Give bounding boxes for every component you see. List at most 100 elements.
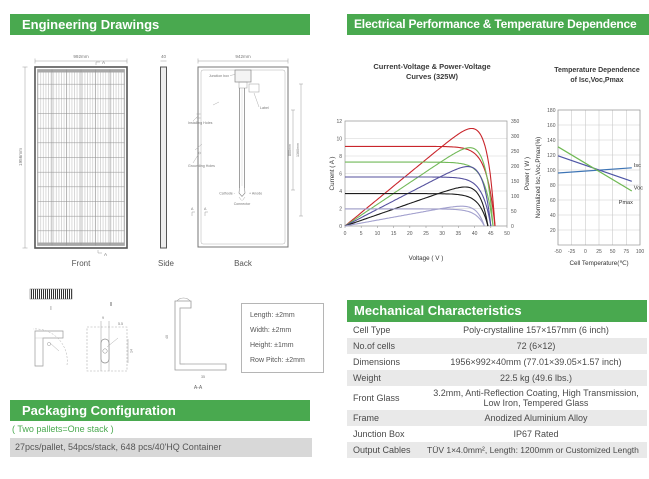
tolerance-row-pitch: Row Pitch: ±2mm (250, 357, 305, 364)
svg-text:100: 100 (511, 194, 520, 200)
svg-text:200: 200 (511, 164, 520, 170)
row-value: 3.2mm, Anti-Reflection Coating, High Tra… (433, 388, 639, 408)
row-value: 22.5 kg (49.6 lbs.) (499, 373, 573, 383)
mounting-slot-detail: II 9 5.5 14 (86, 302, 134, 372)
row-value: 72 (6×12) (516, 341, 556, 351)
row-label: Cell Type (353, 325, 391, 335)
electrical-performance-header: Electrical Performance & Temperature Dep… (347, 14, 649, 35)
row-label: Output Cables (353, 445, 411, 455)
label-callout: Label (260, 106, 269, 110)
profile-base-dim: 35 (201, 375, 205, 379)
svg-text:25: 25 (423, 231, 429, 237)
row-value: Anodized Aluminium Alloy (484, 413, 588, 423)
temp-x-axis-label: Cell Temperature(℃) (569, 260, 628, 267)
table-row: Weight 22.5 kg (49.6 lbs.) (347, 370, 647, 386)
slot-offset-dim: 5.5 (118, 322, 123, 326)
tolerance-box: Length: ±2mm Width: ±2mm Height: ±1mm Ro… (241, 303, 324, 373)
packaging-configuration-header: Packaging Configuration (10, 400, 310, 421)
table-row: Dimensions 1956×992×40mm (77.01×39.05×1.5… (347, 354, 647, 370)
svg-text:10: 10 (336, 136, 342, 142)
slot-width-dim: 9 (102, 316, 104, 320)
packaging-row: 27pcs/pallet, 54pcs/stack, 648 pcs/40'HQ… (10, 438, 312, 457)
svg-text:0: 0 (511, 224, 514, 230)
svg-text:30: 30 (439, 231, 445, 237)
connector-label: Connector (234, 202, 251, 206)
table-row: Junction Box IP67 Rated (347, 426, 647, 442)
svg-text:12: 12 (336, 119, 342, 125)
mechanical-characteristics-header: Mechanical Characteristics (347, 300, 647, 322)
pv-curve-lavender (344, 205, 485, 227)
iv-y2-axis-label: Power ( W ) (524, 157, 531, 190)
iv-curve-black (345, 193, 489, 227)
iv-pv-curves-chart: 0 5 10 15 20 25 30 35 40 45 5002468101205010015020… (329, 119, 531, 262)
svg-text:100: 100 (547, 168, 556, 174)
temp-plot-area: -50 -25 0 25 50 75 100 20 40 60 80 100 120 140 160 180 (547, 108, 644, 255)
svg-text:5: 5 (360, 231, 363, 237)
svg-text:6: 6 (339, 171, 342, 177)
junction-box-label: Junction box (209, 74, 229, 78)
front-width-dim: 992mm (73, 54, 88, 59)
svg-text:10: 10 (375, 231, 381, 237)
front-view-drawing: 992mm A 1956mm A Front (18, 54, 128, 268)
svg-text:40: 40 (472, 231, 478, 237)
corner-detail (32, 328, 68, 367)
slot-height-dim: 14 (130, 349, 134, 353)
svg-text:350: 350 (511, 119, 520, 125)
pv-curve-black (344, 186, 489, 227)
temp-y-axis-label: Normalized Isc,Voc,Pmax(%) (535, 137, 542, 219)
iv-chart-title: Current-Voltage & Power-Voltage Curves (… (352, 62, 512, 82)
svg-text:25: 25 (596, 249, 602, 255)
temp-line-label-Isc: Isc (634, 163, 641, 169)
packaging-title: Packaging Configuration (22, 403, 176, 418)
back-dim-inner: 800mm (288, 144, 292, 156)
back-panel-frame (197, 66, 289, 248)
temp-line-Isc (557, 167, 632, 174)
svg-text:50: 50 (504, 231, 510, 237)
front-cell-grid (37, 69, 125, 246)
mechanical-title: Mechanical Characteristics (354, 303, 522, 318)
row-value: Poly-crystalline 157×157mm (6 inch) (463, 325, 609, 335)
back-dim-outer: 1360mm (296, 143, 300, 157)
table-row: Cell Type Poly-crystalline 157×157mm (6 i… (347, 322, 647, 338)
temp-line-label-Pmax: Pmax (619, 200, 633, 206)
svg-text:100: 100 (636, 249, 645, 255)
svg-text:2: 2 (339, 206, 342, 212)
row-value: 1956×992×40mm (77.01×39.05×1.57 inch) (450, 357, 622, 367)
row-value: IP67 Rated (513, 429, 559, 439)
svg-text:40: 40 (550, 213, 556, 219)
row-label: Front Glass (353, 393, 400, 403)
barcode (29, 288, 73, 300)
back-width-dim: 942mm (235, 54, 250, 59)
svg-text:250: 250 (511, 149, 520, 155)
side-view-label: Side (158, 259, 175, 268)
table-row: Output Cables TÜV 1×4.0mm², Length: 1200m… (347, 442, 647, 458)
svg-text:150: 150 (511, 179, 520, 185)
iv-curve-lavender (345, 208, 485, 227)
temp-chart-title-line1: Temperature Dependence (554, 67, 640, 74)
row-label: Dimensions (353, 357, 401, 367)
svg-text:50: 50 (511, 209, 517, 215)
back-section-marker-2: A (204, 207, 207, 211)
front-section-marker-top: A (102, 60, 106, 65)
tolerance-width: Width: ±2mm (250, 327, 292, 334)
iv-chart-title-line2: Curves (325W) (405, 72, 459, 81)
svg-text:80: 80 (550, 183, 556, 189)
iv-x-axis-label: Voltage ( V ) (409, 255, 444, 262)
svg-text:120: 120 (547, 153, 556, 159)
svg-text:45: 45 (488, 231, 494, 237)
engineering-drawings-title: Engineering Drawings (22, 17, 160, 32)
svg-text:0: 0 (339, 224, 342, 230)
side-panel-profile (160, 66, 167, 249)
svg-text:160: 160 (547, 123, 556, 129)
svg-text:300: 300 (511, 134, 520, 140)
back-label-box (248, 83, 260, 93)
table-row: No.of cells 72 (6×12) (347, 338, 647, 354)
packaging-note: ( Two pallets=One stack ) (12, 424, 114, 434)
svg-text:75: 75 (624, 249, 630, 255)
front-view-label: Front (72, 259, 91, 268)
svg-text:0: 0 (584, 249, 587, 255)
temp-chart-title-line2: of Isc,Voc,Pmax (570, 76, 624, 84)
cathode-label: Cathode - (219, 192, 236, 196)
iv-curve-violet (345, 176, 492, 227)
svg-text:0: 0 (344, 231, 347, 237)
